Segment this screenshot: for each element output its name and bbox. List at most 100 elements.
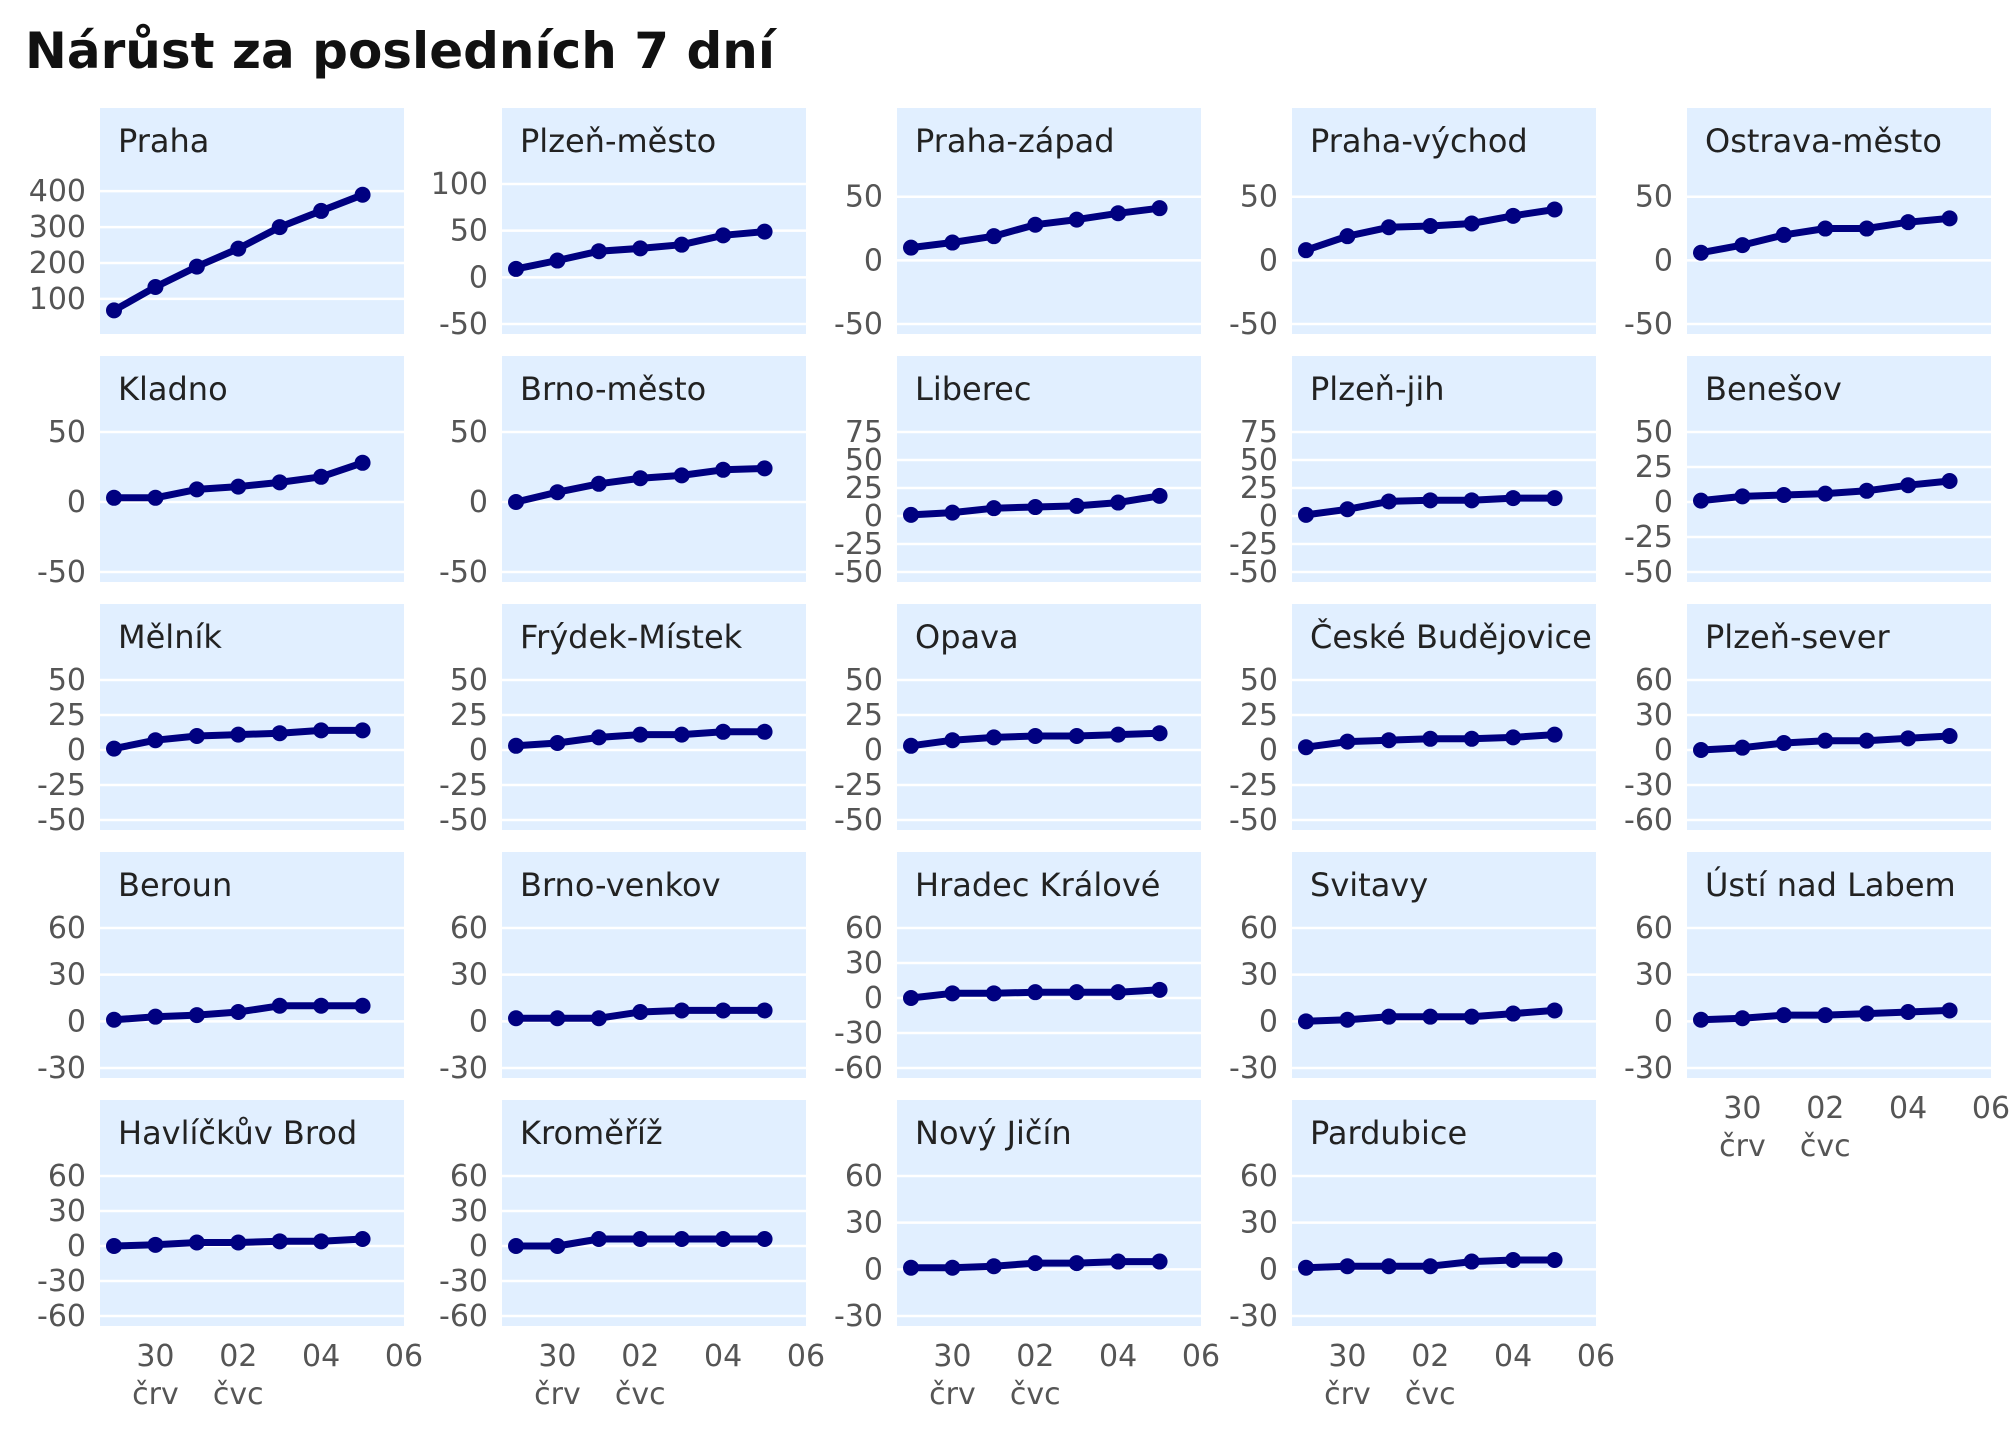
data-point-plzen-sever xyxy=(1817,732,1834,749)
y-tick-label: -50 xyxy=(1624,307,1673,342)
data-point-usti-nad-labem xyxy=(1734,1010,1751,1027)
panel-label-benesov: Benešov xyxy=(1705,370,1842,408)
y-tick-label: 0 xyxy=(1259,733,1278,768)
data-point-beroun xyxy=(230,1004,247,1020)
data-point-plzen-jih xyxy=(1380,493,1397,510)
y-tick-label: -50 xyxy=(834,555,883,590)
data-point-praha xyxy=(106,302,122,319)
data-point-opava xyxy=(1027,728,1044,744)
y-tick-label: 50 xyxy=(1240,443,1278,478)
panel-usti-nad-labem xyxy=(1687,852,1991,1078)
x-tick-label: 02 xyxy=(1806,1091,1844,1126)
x-tick-label: črv xyxy=(534,1377,581,1412)
panel-kromeriz xyxy=(502,1100,806,1326)
data-point-benesov xyxy=(1734,488,1751,505)
data-point-ostrava-mesto xyxy=(1941,210,1958,227)
panel-label-usti-nad-labem: Ústí nad Labem xyxy=(1705,865,1956,904)
data-point-beroun xyxy=(106,1011,122,1028)
data-point-plzen-sever xyxy=(1693,742,1709,758)
y-tick-label: 75 xyxy=(845,415,883,450)
data-point-praha-vychod xyxy=(1505,207,1522,224)
data-point-brno-venkov xyxy=(715,1002,732,1019)
y-tick-label: 0 xyxy=(1259,499,1278,534)
y-tick-label: 50 xyxy=(450,663,488,698)
data-point-svitavy xyxy=(1505,1005,1522,1022)
y-tick-label: 60 xyxy=(845,1159,883,1194)
data-point-benesov xyxy=(1775,487,1792,503)
data-point-brno-mesto xyxy=(549,484,566,501)
y-tick-label: -50 xyxy=(1229,555,1278,590)
y-tick-label: -50 xyxy=(1229,307,1278,342)
y-tick-label: -30 xyxy=(834,1016,883,1051)
y-tick-label: 60 xyxy=(845,911,883,946)
data-point-plzen-mesto xyxy=(549,252,566,269)
y-tick-label: -60 xyxy=(439,1299,488,1334)
data-point-frydek-mistek xyxy=(632,726,649,743)
y-tick-label: -60 xyxy=(1624,803,1673,838)
y-tick-label: 100 xyxy=(29,282,86,317)
data-point-brno-venkov xyxy=(673,1002,690,1019)
y-tick-label: -30 xyxy=(1229,1051,1278,1086)
y-tick-label: -25 xyxy=(834,527,883,562)
y-tick-label: 0 xyxy=(864,243,883,278)
data-point-praha-vychod xyxy=(1298,242,1314,259)
x-tick-label: 02 xyxy=(621,1339,659,1374)
y-tick-label: 60 xyxy=(1240,1159,1278,1194)
data-point-plzen-sever xyxy=(1941,728,1958,744)
y-tick-label: -50 xyxy=(439,307,488,342)
data-point-havlickuv-brod xyxy=(106,1238,122,1254)
data-point-pardubice xyxy=(1422,1258,1439,1275)
data-point-praha xyxy=(354,186,371,203)
y-tick-label: 0 xyxy=(67,733,86,768)
data-point-kladno xyxy=(313,468,330,485)
y-tick-label: 30 xyxy=(450,958,488,993)
y-tick-label: -30 xyxy=(834,1299,883,1334)
y-tick-label: 50 xyxy=(1240,663,1278,698)
panel-label-hradec-kralove: Hradec Králové xyxy=(915,866,1160,904)
data-point-frydek-mistek xyxy=(508,737,524,754)
data-point-kladno xyxy=(147,489,164,506)
x-tick-label: 04 xyxy=(1494,1339,1532,1374)
data-point-pardubice xyxy=(1463,1253,1480,1270)
y-tick-label: 0 xyxy=(864,499,883,534)
data-point-ostrava-mesto xyxy=(1693,244,1709,261)
data-point-praha-zapad xyxy=(1027,216,1044,233)
data-point-pardubice xyxy=(1380,1258,1397,1275)
data-point-praha-vychod xyxy=(1380,219,1397,236)
panel-havlickuv-brod xyxy=(100,1100,404,1326)
x-tick-label: 06 xyxy=(1182,1339,1220,1374)
data-point-usti-nad-labem xyxy=(1775,1007,1792,1024)
x-tick-label: 04 xyxy=(1099,1339,1137,1374)
data-point-brno-mesto xyxy=(756,460,773,477)
data-point-opava xyxy=(1068,728,1085,744)
panel-brno-venkov xyxy=(502,852,806,1078)
y-tick-label: -50 xyxy=(834,307,883,342)
panel-label-havlickuv-brod: Havlíčkův Brod xyxy=(118,1114,357,1152)
x-tick-label: 30 xyxy=(538,1339,576,1374)
data-point-liberec xyxy=(903,506,919,523)
data-point-hradec-kralove xyxy=(1068,984,1085,1001)
data-point-plzen-jih xyxy=(1463,492,1480,509)
data-point-ostrava-mesto xyxy=(1817,220,1834,237)
data-point-kromeriz xyxy=(673,1231,690,1247)
panel-label-opava: Opava xyxy=(915,618,1019,656)
data-point-melnik xyxy=(271,725,288,742)
data-point-novy-jicin xyxy=(1027,1255,1044,1272)
y-tick-label: 50 xyxy=(48,415,86,450)
panel-frydek-mistek xyxy=(502,604,806,830)
panel-label-praha: Praha xyxy=(118,122,209,160)
panel-label-ostrava-mesto: Ostrava-město xyxy=(1705,122,1942,160)
data-point-praha xyxy=(313,202,330,219)
data-point-melnik xyxy=(188,728,205,744)
y-tick-label: 30 xyxy=(845,946,883,981)
data-point-frydek-mistek xyxy=(590,729,607,746)
data-point-plzen-mesto xyxy=(632,240,649,257)
data-point-kladno xyxy=(188,481,205,498)
data-point-kromeriz xyxy=(590,1231,607,1247)
x-tick-label: 06 xyxy=(385,1339,423,1374)
data-point-novy-jicin xyxy=(903,1259,919,1276)
data-point-ostrava-mesto xyxy=(1900,214,1917,231)
x-tick-label: 02 xyxy=(219,1339,257,1374)
data-point-plzen-mesto xyxy=(715,227,732,244)
y-tick-label: 30 xyxy=(48,1194,86,1229)
